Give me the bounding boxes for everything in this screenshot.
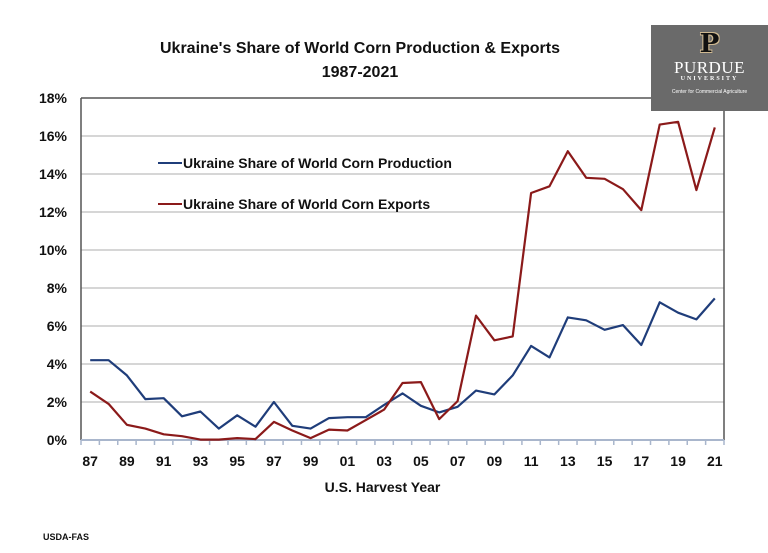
y-tick-label: 4%: [47, 356, 68, 372]
x-tick-label: 01: [340, 453, 356, 469]
source-note: USDA-FAS: [43, 532, 90, 542]
x-tick-label: 03: [376, 453, 392, 469]
x-tick-label: 05: [413, 453, 429, 469]
x-tick-label: 95: [229, 453, 245, 469]
x-tick-label: 21: [707, 453, 723, 469]
purdue-p-icon: P: [699, 29, 720, 59]
y-tick-label: 6%: [47, 318, 68, 334]
y-tick-label: 8%: [47, 280, 68, 296]
y-tick-label: 10%: [39, 242, 68, 258]
x-tick-label: 15: [597, 453, 613, 469]
x-tick-label: 89: [119, 453, 135, 469]
x-tick-label: 91: [156, 453, 172, 469]
x-tick-label: 93: [193, 453, 209, 469]
y-tick-label: 12%: [39, 204, 68, 220]
x-tick-label: 13: [560, 453, 576, 469]
x-tick-label: 17: [634, 453, 650, 469]
x-tick-label: 19: [670, 453, 686, 469]
legend-label: Ukraine Share of World Corn Production: [183, 155, 452, 171]
chart-title: Ukraine's Share of World Corn Production…: [159, 40, 560, 57]
legend-label: Ukraine Share of World Corn Exports: [183, 196, 430, 212]
y-tick-label: 14%: [39, 166, 68, 182]
y-tick-label: 0%: [47, 432, 68, 448]
purdue-logo: P PURDUE UNIVERSITY Center for Commercia…: [651, 25, 768, 111]
x-tick-label: 99: [303, 453, 319, 469]
logo-name: PURDUE: [673, 58, 745, 77]
production-line: [90, 297, 716, 430]
y-tick-label: 2%: [47, 394, 68, 410]
y-tick-label: 16%: [39, 128, 68, 144]
x-tick-label: 97: [266, 453, 282, 469]
x-axis-title: U.S. Harvest Year: [325, 479, 441, 495]
y-tick-label: 18%: [39, 90, 68, 106]
x-tick-label: 87: [82, 453, 98, 469]
chart-subtitle: 1987-2021: [321, 64, 399, 81]
x-tick-label: 09: [487, 453, 503, 469]
x-tick-label: 11: [524, 453, 539, 469]
exports-line: [89, 120, 716, 441]
logo-university: UNIVERSITY: [680, 76, 739, 82]
logo-center: Center for Commercial Agriculture: [671, 89, 748, 95]
x-tick-label: 07: [450, 453, 466, 469]
